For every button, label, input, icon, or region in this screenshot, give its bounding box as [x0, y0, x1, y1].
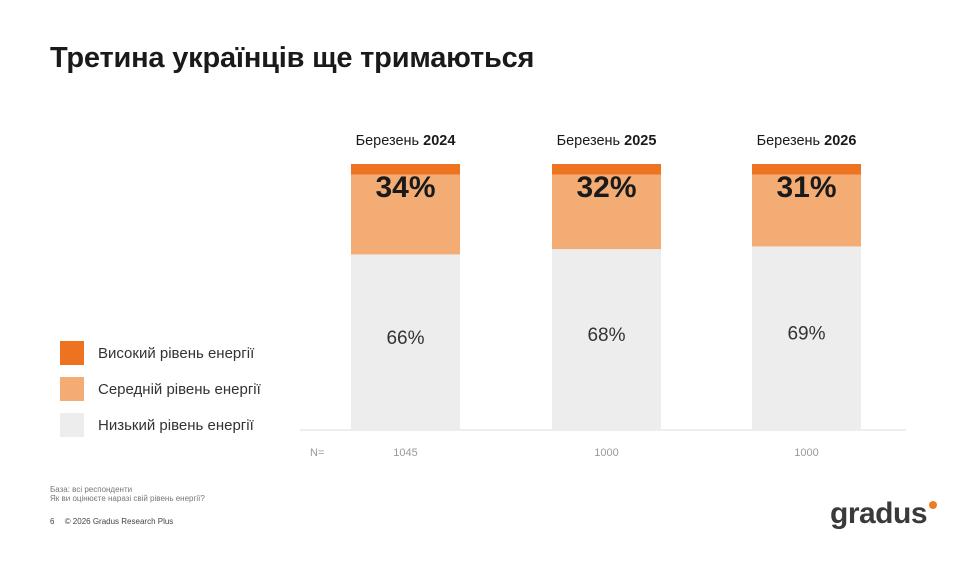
- low-value-label-2024: 66%: [386, 328, 424, 349]
- bar-low-2026: [752, 246, 861, 430]
- legend-item-low: Низький рівень енергії: [60, 412, 261, 438]
- logo-dot-icon: [929, 501, 937, 509]
- copyright-text: © 2026 Gradus Research Plus: [64, 517, 174, 526]
- chart-legend: Високий рівень енергії Середній рівень е…: [60, 340, 261, 448]
- n-value-2024: 1045: [393, 447, 417, 459]
- legend-label-medium: Середній рівень енергії: [98, 380, 261, 398]
- footnote-question: Як ви оцінюєте наразі свій рівень енергі…: [50, 494, 205, 503]
- gradus-logo: gradus: [830, 497, 928, 530]
- legend-item-medium: Середній рівень енергії: [60, 376, 261, 402]
- bar-high-2024: [351, 164, 460, 175]
- bar-high-2026: [752, 164, 861, 175]
- top-value-label-2024: 34%: [375, 171, 435, 204]
- legend-swatch-high: [60, 341, 84, 365]
- bar-medium-2026: [752, 174, 861, 247]
- legend-label-high: Високий рівень енергії: [98, 344, 255, 362]
- page-title: Третина українців ще тримаються: [50, 42, 535, 74]
- category-label-2026: Березень 2026: [757, 133, 857, 149]
- footnote-base: База: всі респонденти: [50, 485, 133, 494]
- legend-swatch-medium: [60, 377, 84, 401]
- legend-label-low: Низький рівень енергії: [98, 416, 254, 434]
- low-value-label-2025: 68%: [587, 325, 625, 346]
- page-number: 6: [50, 517, 55, 526]
- top-value-label-2025: 32%: [576, 171, 636, 204]
- n-label: N=: [310, 447, 324, 459]
- legend-item-high: Високий рівень енергії: [60, 340, 261, 366]
- page-footer: 6 © 2026 Gradus Research Plus: [50, 517, 181, 526]
- n-value-2026: 1000: [794, 447, 818, 459]
- n-value-2025: 1000: [594, 447, 618, 459]
- category-label-2024: Березень 2024: [356, 133, 456, 149]
- legend-swatch-low: [60, 413, 84, 437]
- top-value-label-2026: 31%: [776, 171, 836, 204]
- bar-medium-2025: [552, 174, 661, 250]
- low-value-label-2026: 69%: [787, 324, 825, 345]
- category-label-2025: Березень 2025: [557, 133, 657, 149]
- bar-low-2024: [351, 254, 460, 430]
- bar-medium-2024: [351, 174, 460, 255]
- bar-high-2025: [552, 164, 661, 175]
- bar-low-2025: [552, 249, 661, 430]
